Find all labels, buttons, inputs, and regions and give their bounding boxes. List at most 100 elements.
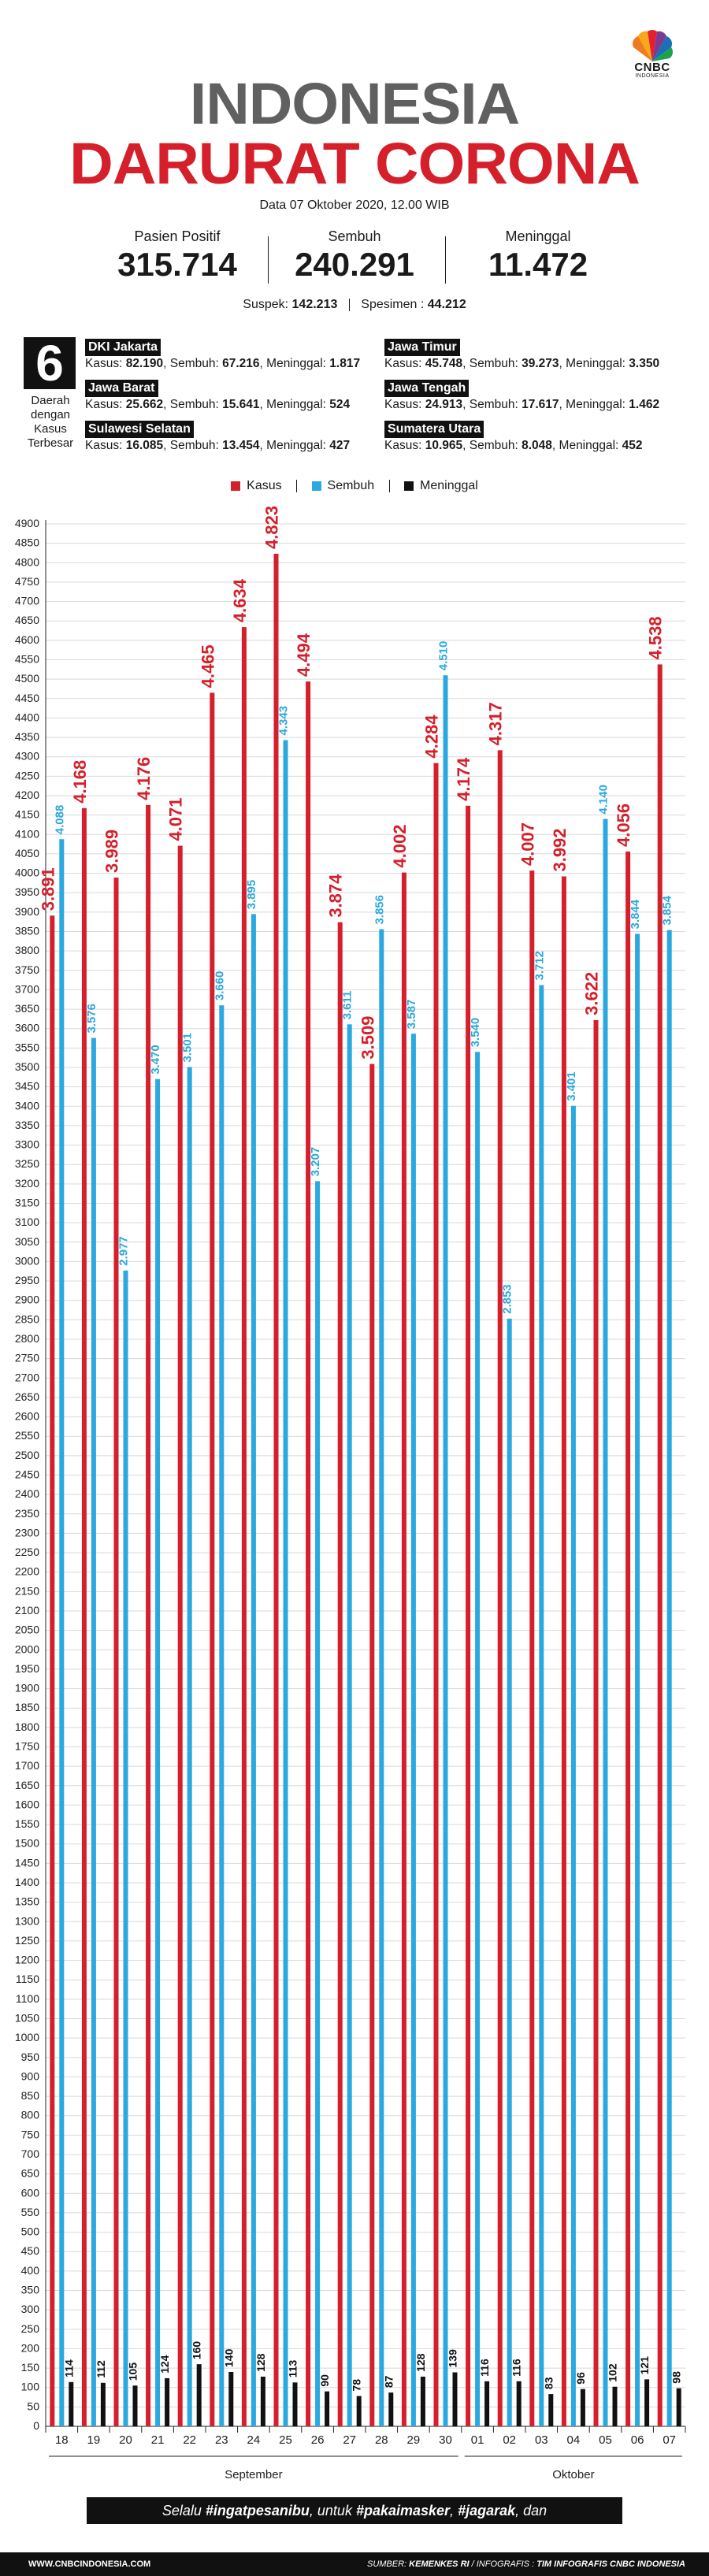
meninggal-label: 113 xyxy=(287,2360,299,2378)
suspek-value: 142.213 xyxy=(291,298,338,311)
sembuh-label: 3.501 xyxy=(181,1033,195,1063)
date-line: Data 07 Oktober 2020, 12.00 WIB xyxy=(259,199,450,212)
kasus-bar xyxy=(593,1019,599,2426)
y-tick-label: 2650 xyxy=(15,1390,39,1403)
meninggal-bar xyxy=(196,2364,202,2426)
y-tick-label: 1450 xyxy=(15,1856,39,1869)
region-caption-line: Terbesar xyxy=(27,436,74,450)
region-caption-line: dengan xyxy=(30,408,71,421)
stat-divider xyxy=(445,236,446,284)
y-tick-label: 4550 xyxy=(15,653,39,666)
x-tick-label: 30 xyxy=(439,2433,452,2447)
y-tick-label: 500 xyxy=(21,2225,40,2238)
y-tick-label: 600 xyxy=(21,2186,40,2199)
y-tick-label: 4400 xyxy=(15,711,39,723)
y-tick-label: 200 xyxy=(21,2341,40,2354)
y-tick-label: 1000 xyxy=(15,2031,39,2043)
kasus-label: 4.465 xyxy=(198,644,217,688)
sembuh-label: 3.470 xyxy=(149,1045,162,1075)
kasus-label: 4.176 xyxy=(134,757,154,800)
sembuh-label: 3.844 xyxy=(629,899,642,929)
x-tick-label: 18 xyxy=(55,2433,69,2447)
sembuh-bar xyxy=(219,1005,225,2426)
y-tick-label: 2800 xyxy=(15,1332,39,1345)
brand-sub: INDONESIA xyxy=(635,73,670,79)
meninggal-bar xyxy=(325,2391,330,2426)
region-item: Jawa Barat Kasus: 25.662, Sembuh: 15.641… xyxy=(85,380,384,413)
meninggal-label: 87 xyxy=(382,2375,395,2388)
x-tick-label: 02 xyxy=(503,2433,516,2447)
y-tick-label: 4800 xyxy=(15,555,39,568)
meninggal-label: 121 xyxy=(638,2356,651,2375)
y-tick-label: 3300 xyxy=(15,1138,39,1151)
kasus-bar xyxy=(369,1063,375,2426)
legend-separator xyxy=(388,480,390,492)
y-tick-label: 1650 xyxy=(15,1779,39,1791)
footer-tagline: Selalu #ingatpesanibu, untuk #pakaimaske… xyxy=(87,2497,622,2545)
cnbc-peacock-logo xyxy=(632,30,673,61)
x-tick-label: 04 xyxy=(567,2433,581,2447)
spesimen-label: Spesimen : xyxy=(361,298,425,311)
y-tick-label: 400 xyxy=(21,2264,40,2277)
y-tick-label: 1250 xyxy=(15,1934,39,1947)
meninggal-label: 116 xyxy=(478,2359,491,2377)
sembuh-label: 4.343 xyxy=(277,706,291,736)
sembuh-bar xyxy=(635,934,640,2426)
y-tick-label: 4300 xyxy=(15,750,39,763)
legend-label: Kasus xyxy=(247,479,282,492)
y-tick-label: 800 xyxy=(21,2109,40,2121)
y-tick-label: 2100 xyxy=(15,1604,39,1616)
y-tick-label: 1800 xyxy=(15,1720,39,1733)
y-tick-label: 0 xyxy=(33,2419,39,2432)
y-tick-label: 4600 xyxy=(15,633,39,646)
y-tick-label: 550 xyxy=(21,2206,40,2218)
meninggal-label: 112 xyxy=(95,2360,107,2378)
sembuh-bar xyxy=(475,1052,481,2426)
kasus-label: 3.989 xyxy=(102,830,122,873)
kasus-label: 4.538 xyxy=(646,616,666,659)
meninggal-bar xyxy=(228,2372,234,2426)
sembuh-label: 4.140 xyxy=(597,785,611,815)
sembuh-bar xyxy=(251,914,256,2426)
stat-positif: Pasien Positif 315.714 xyxy=(95,228,260,284)
sembuh-label: 3.854 xyxy=(661,895,674,925)
region-name: Jawa Tengah xyxy=(384,380,470,397)
x-tick-label: 19 xyxy=(87,2433,101,2447)
y-tick-label: 2600 xyxy=(15,1410,39,1423)
y-tick-label: 1850 xyxy=(15,1701,39,1713)
y-tick-label: 2300 xyxy=(15,1526,39,1539)
y-tick-label: 3650 xyxy=(15,1002,39,1015)
sembuh-label: 3.611 xyxy=(341,991,354,1020)
y-tick-label: 4750 xyxy=(15,575,39,588)
meninggal-bar xyxy=(165,2377,170,2426)
y-tick-label: 3450 xyxy=(15,1080,39,1093)
bottom-strip: WWW.CNBCINDONESIA.COM SUMBER: KEMENKES R… xyxy=(0,2552,709,2576)
kasus-bar xyxy=(177,845,183,2426)
meninggal-bar xyxy=(484,2381,490,2426)
y-tick-label: 3750 xyxy=(15,963,39,976)
y-tick-label: 2850 xyxy=(15,1312,39,1325)
y-tick-label: 3850 xyxy=(15,925,39,937)
kasus-bar xyxy=(657,664,663,2426)
y-tick-label: 1200 xyxy=(15,1954,39,1966)
stat-meninggal-value: 11.472 xyxy=(488,246,588,283)
kasus-bar xyxy=(337,922,343,2426)
kasus-label: 4.056 xyxy=(614,804,633,847)
month-label: Oktober xyxy=(552,2468,594,2481)
y-tick-label: 2500 xyxy=(15,1449,39,1461)
y-tick-label: 1700 xyxy=(15,1759,39,1772)
y-tick-label: 2000 xyxy=(15,1642,39,1655)
kasus-bar xyxy=(625,851,631,2426)
y-tick-label: 900 xyxy=(21,2069,40,2082)
y-tick-label: 2450 xyxy=(15,1468,39,1481)
legend-label: Meninggal xyxy=(420,479,478,492)
sembuh-label: 3.895 xyxy=(245,880,258,910)
suspek-line: Suspek: 142.213 Spesimen : 44.212 xyxy=(0,298,709,312)
y-tick-label: 4450 xyxy=(15,692,39,704)
x-tick-label: 06 xyxy=(631,2433,644,2447)
meninggal-bar xyxy=(516,2381,522,2426)
meninggal-label: 116 xyxy=(510,2359,523,2377)
x-tick-label: 20 xyxy=(119,2433,132,2447)
kasus-bar xyxy=(529,870,535,2426)
x-tick-label: 22 xyxy=(183,2433,196,2447)
